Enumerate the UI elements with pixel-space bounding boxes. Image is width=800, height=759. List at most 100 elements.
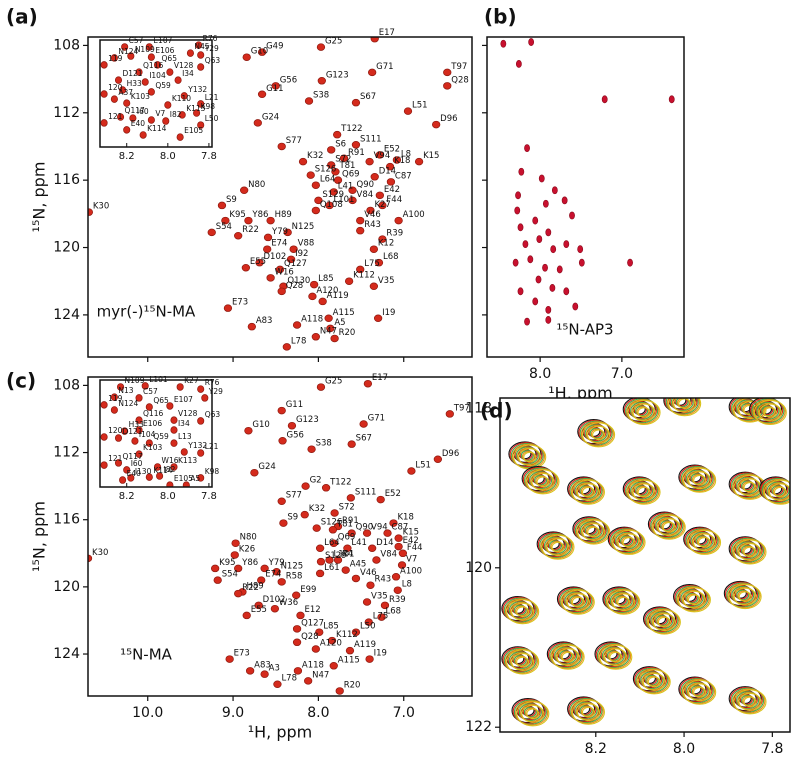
contour <box>506 649 540 675</box>
peak <box>333 556 343 564</box>
contour <box>673 584 707 610</box>
contour <box>743 482 757 493</box>
contour <box>650 611 674 630</box>
peak-label: E107 <box>174 395 193 404</box>
peak-label: S77 <box>286 136 302 146</box>
peak <box>524 144 530 153</box>
peak <box>244 216 253 225</box>
contour <box>772 486 786 497</box>
peak <box>213 576 222 584</box>
peak <box>528 38 535 46</box>
peak-label: E106 <box>155 46 174 55</box>
contour <box>623 477 657 503</box>
peak-label: Y86 <box>251 210 268 220</box>
contour <box>522 466 556 492</box>
peak <box>260 670 269 678</box>
frame <box>486 36 685 358</box>
contour <box>633 484 647 496</box>
peak-label: L85 <box>323 622 339 632</box>
peak <box>139 131 147 139</box>
contour <box>650 513 684 539</box>
contour <box>600 645 624 664</box>
contour <box>729 686 763 712</box>
marks <box>100 41 205 141</box>
peak <box>147 53 155 61</box>
peak <box>370 173 379 181</box>
peak <box>577 419 616 448</box>
contour <box>657 616 671 628</box>
peak-label: K15 <box>423 151 439 161</box>
contour <box>532 474 546 485</box>
peak-label: A115 <box>338 655 360 665</box>
peak <box>389 519 398 527</box>
contour <box>508 601 532 620</box>
peak <box>178 111 186 119</box>
peak <box>370 37 379 43</box>
contour <box>571 699 605 725</box>
peak-label: S111 <box>360 134 382 144</box>
peak <box>341 566 350 574</box>
peak <box>501 646 540 675</box>
contour <box>585 525 600 537</box>
contour <box>727 583 761 609</box>
peak-label: D102 <box>263 595 286 605</box>
contour <box>742 481 756 492</box>
contour <box>689 472 703 484</box>
peak-label: I82 <box>170 110 182 119</box>
peak-label: Q127 <box>284 259 307 269</box>
peak-label: L61 <box>324 563 340 573</box>
peak-label: Y79 <box>268 558 285 568</box>
peak <box>287 421 297 430</box>
contour <box>503 597 537 623</box>
contour <box>610 592 635 611</box>
peak-label: K113 <box>186 104 205 113</box>
contour <box>680 466 714 492</box>
contour <box>680 678 714 704</box>
peak-label: K18 <box>394 156 410 166</box>
peak <box>270 604 280 613</box>
peak <box>365 157 374 166</box>
contour <box>731 687 765 713</box>
peak <box>723 580 762 610</box>
peak-label: T81 <box>338 161 355 171</box>
contour <box>549 540 563 551</box>
contour <box>565 592 589 611</box>
peak-label: F44 <box>407 543 423 553</box>
contour <box>618 534 632 546</box>
peak-label: C87 <box>395 171 412 181</box>
contour <box>587 425 611 444</box>
peak <box>315 544 325 553</box>
peak <box>607 526 646 555</box>
peak <box>186 49 194 57</box>
peak <box>174 76 182 84</box>
contour <box>579 420 613 446</box>
contour <box>751 398 785 424</box>
peak <box>369 245 379 253</box>
peak <box>289 245 298 253</box>
contour <box>635 405 649 417</box>
peak <box>567 696 605 725</box>
peak <box>535 275 542 284</box>
contour <box>603 587 637 613</box>
peak <box>135 416 143 424</box>
contour <box>741 694 755 706</box>
peak-label: Y86 <box>241 558 258 568</box>
contour <box>514 445 538 464</box>
contour <box>771 485 785 496</box>
peak-label: S72 <box>339 502 355 512</box>
contour <box>763 479 790 505</box>
peak <box>242 611 251 620</box>
peak <box>141 382 149 390</box>
peak-label: E74 <box>265 570 281 580</box>
peak <box>223 304 233 312</box>
peak-label: Q65 <box>153 396 169 405</box>
contour <box>628 480 652 499</box>
contour <box>685 469 709 488</box>
panel: 108 112 116 120 124 G49 G25 E17 G10 T97 G71 G56 G123… <box>6 5 473 362</box>
contour <box>569 595 583 606</box>
peak <box>316 557 326 566</box>
peak <box>673 584 711 613</box>
peak-label: K27 <box>374 200 390 210</box>
contour <box>616 532 640 551</box>
peak-label: R39 <box>389 595 406 605</box>
